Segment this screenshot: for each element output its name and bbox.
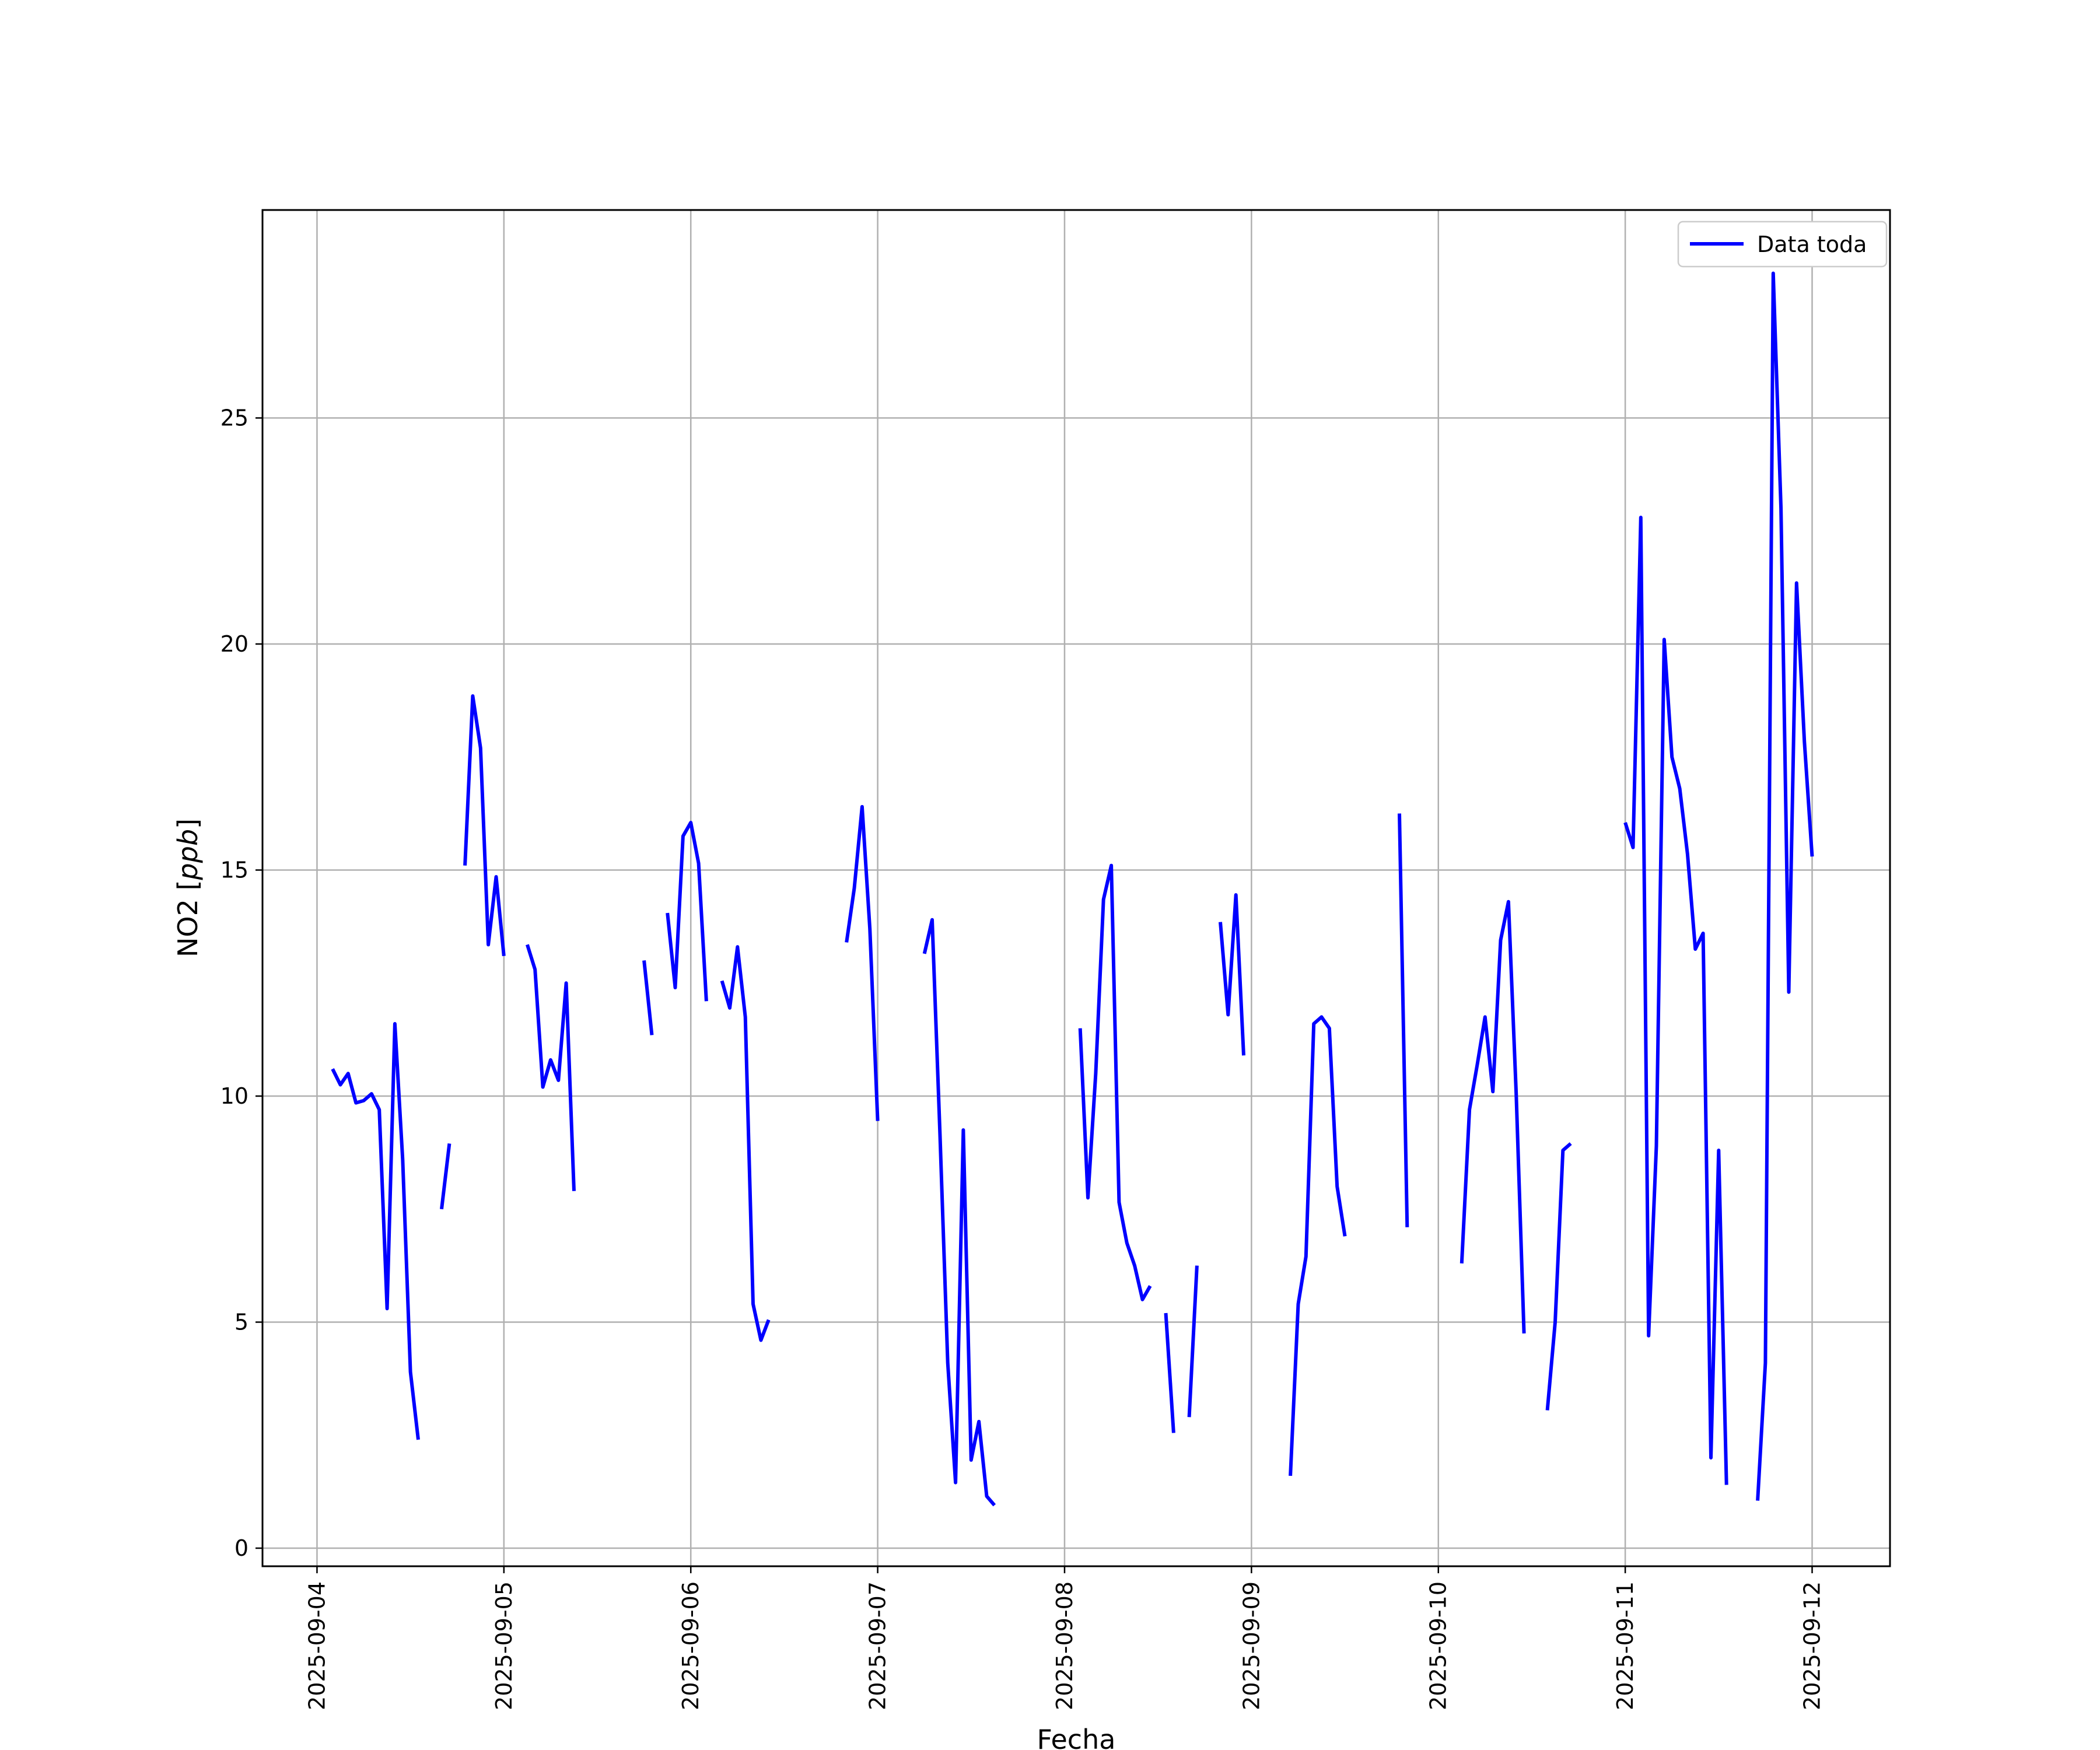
y-axis-label-unit: ppb (172, 829, 204, 881)
y-tick-label: 10 (220, 1083, 249, 1109)
x-tick-label: 2025-09-06 (678, 1581, 704, 1710)
series-line-segment (463, 694, 506, 957)
series-line-segment (440, 1143, 452, 1210)
legend-box (1677, 220, 1888, 268)
y-axis: 0 5 10 15 20 25 (220, 405, 262, 1561)
x-axis: 2025-09-04 2025-09-05 2025-09-06 2025-09-07… (304, 1566, 1825, 1710)
y-tick-label: 25 (220, 405, 249, 431)
x-tick-label: 2025-09-04 (304, 1581, 330, 1710)
y-tick-label: 0 (235, 1535, 249, 1561)
x-tick-label: 2025-09-07 (865, 1581, 891, 1710)
series-line-segment (1078, 863, 1152, 1301)
series-line-segment (1545, 1142, 1572, 1410)
series-line-segment (922, 918, 996, 1507)
series-line-segment (845, 805, 880, 1121)
x-tick-label: 2025-09-08 (1052, 1581, 1077, 1710)
x-axis-label: Fecha (1037, 1724, 1116, 1750)
legend: Data toda (1677, 220, 1888, 268)
series-line-segment (720, 945, 771, 1342)
y-tick-label: 20 (220, 631, 249, 657)
series-line-segment (1187, 1265, 1199, 1418)
series-line-segment (642, 960, 654, 1035)
grid (262, 210, 1890, 1566)
series-line-segment (1756, 271, 1814, 1501)
y-axis-label: NO2 [ppb] (172, 818, 204, 957)
series-line-segment (331, 1022, 420, 1440)
y-tick-label: 15 (220, 858, 249, 883)
x-tick-label: 2025-09-09 (1238, 1581, 1264, 1710)
series-line-segment (1164, 1312, 1175, 1433)
series-line-segment (1219, 893, 1245, 1056)
series-line-segment (1398, 813, 1409, 1227)
x-tick-label: 2025-09-10 (1426, 1581, 1451, 1710)
legend-label-data-toda: Data toda (1757, 232, 1867, 257)
series-line-segment (1460, 900, 1526, 1334)
x-tick-label: 2025-09-12 (1800, 1581, 1825, 1710)
series-line-segment (1623, 516, 1728, 1485)
plot-frame (261, 209, 1891, 1567)
series-line-segment (666, 821, 708, 1002)
x-tick-label: 2025-09-05 (491, 1581, 517, 1710)
series-line-segment (1289, 1015, 1347, 1476)
y-axis-label-text: NO2 [ (172, 880, 204, 957)
y-tick-label: 5 (235, 1310, 249, 1335)
x-tick-label: 2025-09-11 (1612, 1581, 1638, 1710)
y-axis-label-close: ] (172, 818, 204, 829)
series-line-segment (526, 944, 576, 1191)
series-data-toda (331, 271, 1814, 1507)
